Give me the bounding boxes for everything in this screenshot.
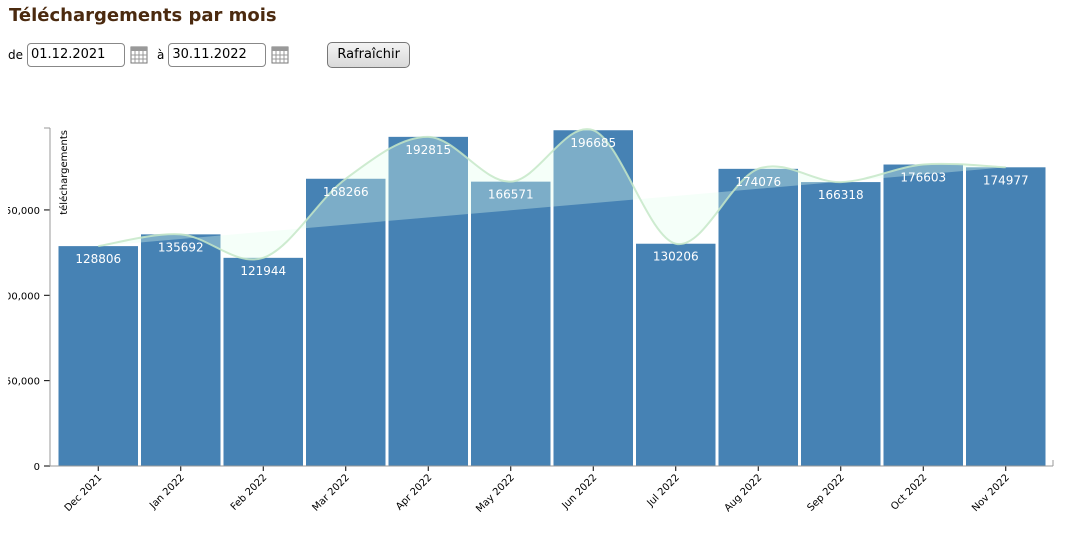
bar bbox=[883, 164, 963, 467]
page-title: Téléchargements par mois bbox=[9, 5, 277, 26]
bar bbox=[966, 167, 1046, 467]
bar bbox=[636, 243, 716, 466]
x-tick-label: Nov 2022 bbox=[970, 472, 1012, 514]
bar bbox=[306, 178, 386, 466]
x-tick-label: Aug 2022 bbox=[723, 472, 765, 514]
data-label: 168266 bbox=[323, 185, 369, 199]
trend-area bbox=[98, 129, 1006, 260]
data-label: 174076 bbox=[735, 175, 781, 189]
to-input[interactable]: 30.11.2022 bbox=[168, 43, 267, 67]
x-tick-label: May 2022 bbox=[474, 472, 517, 515]
y-tick-label: 100,000 bbox=[0, 291, 40, 302]
y-tick-label: 150,000 bbox=[0, 206, 40, 217]
data-label: 176603 bbox=[900, 171, 946, 185]
data-label: 192815 bbox=[405, 143, 451, 157]
y-tick-labels: 0 50,000 100,000 150,000 bbox=[0, 206, 40, 473]
from-label: de bbox=[8, 48, 23, 62]
data-label: 130206 bbox=[653, 250, 699, 264]
bar bbox=[801, 182, 881, 466]
x-tick-label: Dec 2021 bbox=[63, 472, 105, 514]
x-tick-label: Mar 2022 bbox=[311, 472, 352, 513]
x-tick-label: Sep 2022 bbox=[806, 472, 847, 513]
x-tick-label: Jun 2022 bbox=[560, 472, 600, 512]
data-label: 174977 bbox=[983, 173, 1029, 187]
refresh-button[interactable]: Rafraîchir bbox=[327, 42, 410, 68]
bar bbox=[471, 181, 551, 466]
data-label: 166318 bbox=[818, 188, 864, 202]
date-form: de 01.12.2021 à 30.11.2022 Rafraîchir bbox=[8, 41, 410, 69]
data-label: 121944 bbox=[240, 264, 286, 278]
bar bbox=[388, 136, 468, 466]
to-label: à bbox=[157, 48, 165, 62]
y-tick-label: 50,000 bbox=[5, 377, 40, 388]
bar bbox=[718, 168, 798, 466]
calendar-icon[interactable] bbox=[130, 46, 148, 64]
data-label: 166571 bbox=[488, 188, 534, 202]
y-axis-title: téléchargements bbox=[58, 130, 70, 215]
x-tick-label: Jan 2022 bbox=[147, 472, 187, 512]
data-label: 128806 bbox=[75, 252, 121, 266]
data-label: 196685 bbox=[570, 136, 616, 150]
x-tick-label: Jul 2022 bbox=[645, 472, 682, 509]
bar bbox=[223, 257, 303, 466]
y-tick-label: 0 bbox=[34, 462, 40, 473]
bar bbox=[141, 234, 221, 466]
x-tick-label: Feb 2022 bbox=[229, 472, 270, 513]
x-tick-label: Oct 2022 bbox=[889, 472, 929, 512]
calendar-icon[interactable] bbox=[271, 46, 289, 64]
x-tick-label: Apr 2022 bbox=[394, 472, 434, 512]
data-label: 135692 bbox=[158, 240, 204, 254]
trend-line bbox=[98, 128, 1006, 261]
bar bbox=[553, 130, 633, 466]
from-input[interactable]: 01.12.2021 bbox=[27, 43, 125, 67]
bar bbox=[58, 246, 138, 466]
